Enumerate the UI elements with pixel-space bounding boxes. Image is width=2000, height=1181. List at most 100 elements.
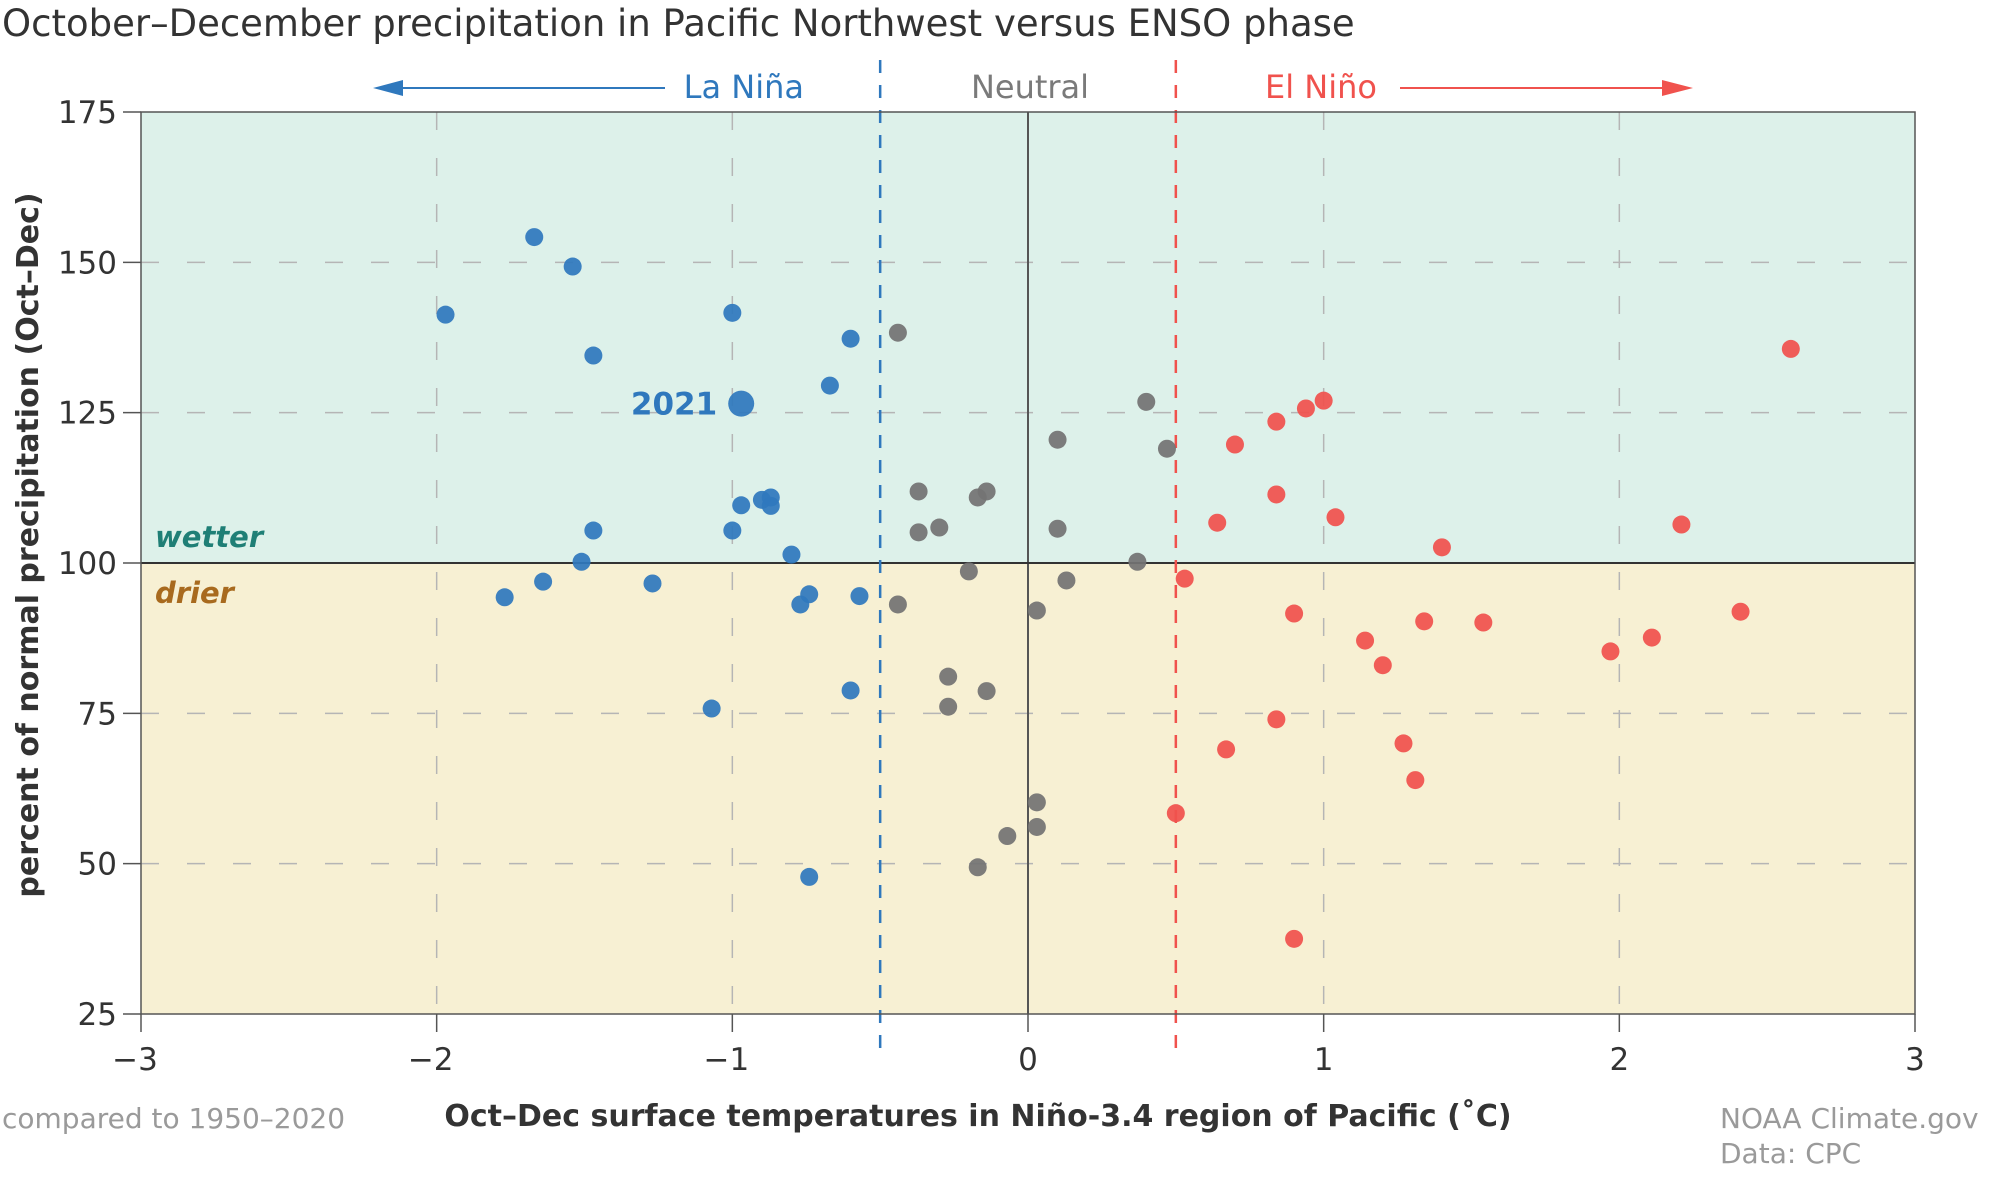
data-point	[1027, 817, 1046, 836]
data-point	[782, 545, 801, 564]
data-point	[888, 323, 907, 342]
data-point	[1314, 391, 1333, 410]
data-point	[1267, 485, 1286, 504]
data-point	[1175, 569, 1194, 588]
data-point	[930, 518, 949, 537]
data-point	[977, 682, 996, 701]
data-point	[572, 552, 591, 571]
data-point	[1027, 601, 1046, 620]
baseline-note: compared to 1950–2020	[2, 1102, 345, 1135]
data-point	[1137, 392, 1156, 411]
data-point	[1406, 771, 1425, 790]
data-point	[959, 562, 978, 581]
data-point	[1672, 515, 1691, 534]
wetter-label: wetter	[155, 520, 265, 554]
x-tick-labels: −3 −2 −1 0 1 2 3	[112, 1042, 1925, 1078]
data-point	[723, 521, 742, 540]
x-axis-label: Oct–Dec surface temperatures in Niño-3.4…	[444, 1098, 1511, 1134]
y-tick-label: 75	[78, 696, 117, 732]
data-points	[436, 228, 1800, 948]
data-point	[791, 595, 810, 614]
data-point	[1731, 602, 1750, 621]
data-point	[534, 572, 553, 591]
x-tick-label: −1	[703, 1042, 749, 1078]
data-point	[1326, 508, 1345, 527]
drier-label: drier	[155, 576, 236, 610]
data-point	[800, 867, 819, 886]
data-point	[1285, 929, 1304, 948]
axes	[123, 111, 1916, 1032]
data-point	[1217, 740, 1236, 759]
y-tick-label: 50	[78, 847, 117, 883]
data-point	[1373, 656, 1392, 675]
data-point	[850, 587, 869, 606]
data-point	[1166, 804, 1185, 823]
credit-noaa: NOAA Climate.gov	[1720, 1102, 1979, 1135]
y-tick-labels: 175 150 125 100 75 50 25	[58, 95, 117, 1033]
x-tick-label: −2	[408, 1042, 454, 1078]
y-tick-label: 150	[58, 245, 117, 281]
data-point	[1356, 631, 1375, 650]
data-point	[968, 488, 987, 507]
data-point	[1296, 399, 1315, 418]
series-el-ni-o	[1166, 339, 1800, 948]
data-point	[1225, 435, 1244, 454]
data-point	[968, 858, 987, 877]
data-point	[841, 329, 860, 348]
data-point	[1781, 339, 1800, 358]
data-point	[1267, 710, 1286, 729]
x-tick-label: 3	[1905, 1042, 1925, 1078]
data-point	[1394, 734, 1413, 753]
data-point	[1642, 628, 1661, 647]
series-neutral	[888, 323, 1176, 877]
highlight-2021-point	[728, 390, 755, 417]
series-la-ni-a	[436, 228, 869, 886]
la-nina-arrow-icon	[373, 80, 403, 96]
x-tick-label: 0	[1018, 1042, 1038, 1078]
data-point	[723, 303, 742, 322]
x-tick-label: 1	[1314, 1042, 1334, 1078]
la-nina-label: La Niña	[684, 68, 804, 106]
data-point	[939, 697, 958, 716]
data-point	[998, 827, 1017, 846]
data-point	[761, 496, 780, 515]
data-point	[888, 595, 907, 614]
y-tick-label: 25	[78, 997, 117, 1033]
enso-phase-labels: La Niña Neutral El Niño	[373, 68, 1693, 106]
data-point	[1432, 538, 1451, 557]
data-point	[702, 699, 721, 718]
data-point	[1285, 604, 1304, 623]
data-point	[563, 257, 582, 276]
data-point	[939, 667, 958, 686]
data-point	[1057, 571, 1076, 590]
data-point	[732, 496, 751, 515]
data-point	[1601, 642, 1620, 661]
x-tick-label: −3	[112, 1042, 158, 1078]
data-point	[495, 588, 514, 607]
data-point	[1157, 439, 1176, 458]
data-point	[1208, 513, 1227, 532]
el-nino-arrow-icon	[1662, 80, 1693, 96]
data-point	[525, 228, 544, 247]
data-point	[584, 521, 603, 540]
el-nino-label: El Niño	[1265, 68, 1377, 106]
data-point	[1027, 793, 1046, 812]
credit-data-source: Data: CPC	[1720, 1137, 1861, 1170]
data-point	[643, 574, 662, 593]
data-point	[1474, 613, 1493, 632]
y-axis-label: percent of normal precipitation (Oct–Dec…	[11, 192, 46, 897]
data-point	[584, 346, 603, 365]
data-point	[1048, 430, 1067, 449]
data-point	[909, 482, 928, 501]
data-point	[1128, 552, 1147, 571]
y-tick-label: 175	[58, 95, 117, 131]
data-point	[1415, 612, 1434, 631]
reference-lines	[141, 60, 1915, 1055]
highlight-2021-label: 2021	[631, 387, 717, 423]
chart-title: October–December precipitation in Pacifi…	[2, 2, 1355, 45]
data-point	[909, 523, 928, 542]
y-tick-label: 100	[58, 546, 117, 582]
data-point	[820, 376, 839, 395]
data-point	[436, 305, 455, 324]
